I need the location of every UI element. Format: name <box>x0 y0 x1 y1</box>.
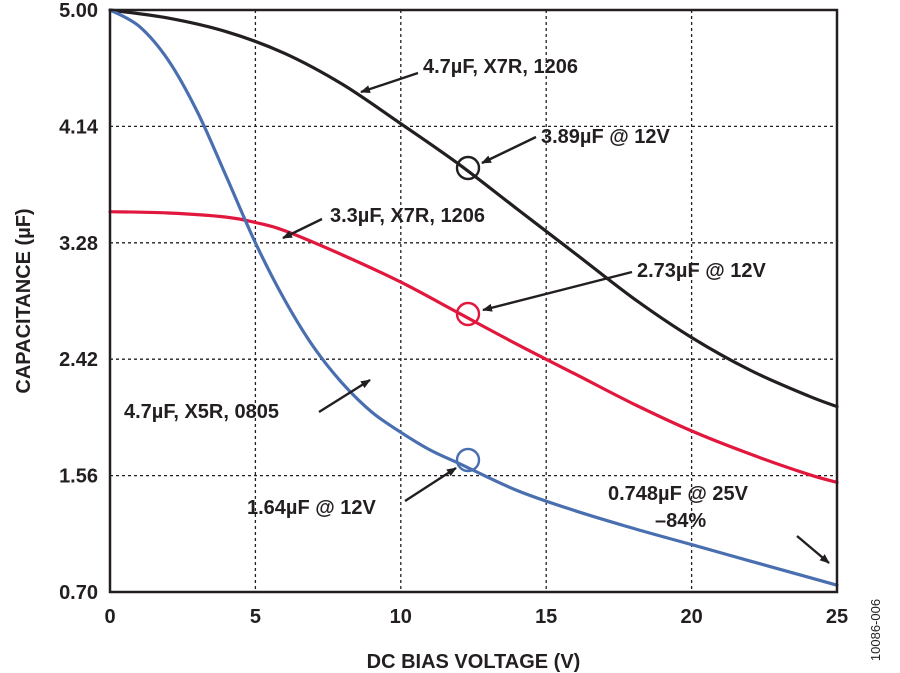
callout-markers <box>455 155 481 473</box>
callout-circle-black <box>455 155 481 181</box>
series-lines <box>108 8 839 587</box>
annotation-3-89uf-at-12v: 3.89µF @ 12V <box>541 126 671 148</box>
x-tick-label: 20 <box>680 606 702 628</box>
y-tick-label: 2.42 <box>59 349 98 371</box>
y-tick-label: 1.56 <box>59 466 98 488</box>
arrow-to-blue-circle <box>404 466 457 503</box>
arrow-to-end-point <box>796 535 830 564</box>
series-label-3-3uf-x7r-1206: 3.3µF, X7R, 1206 <box>330 205 485 227</box>
x-tick-label: 5 <box>250 606 261 628</box>
x-tick-label: 0 <box>104 606 115 628</box>
callout-circle-blue <box>455 447 481 473</box>
y-tick-labels: 0.70 1.56 2.42 3.28 4.14 5.00 <box>59 0 99 604</box>
x-tick-label: 15 <box>535 606 557 628</box>
grid-lines <box>110 10 837 592</box>
annotation-1-64uf-at-12v: 1.64µF @ 12V <box>247 497 377 519</box>
y-tick-label: 4.14 <box>59 116 99 138</box>
callout-arrows <box>282 71 830 564</box>
arrow-to-black-circle <box>481 135 537 165</box>
arrow-to-red-curve <box>282 217 323 240</box>
series-label-4-7uf-x5r-0805: 4.7µF, X5R, 0805 <box>124 401 279 423</box>
series-label-4-7uf-x7r-1206: 4.7µF, X7R, 1206 <box>423 56 578 78</box>
annotation-0-748uf-at-25v: 0.748µF @ 25V <box>608 483 749 505</box>
series-line-4-7uf-x7r-1206 <box>108 8 839 409</box>
y-axis-title: CAPACITANCE (µF) <box>13 208 35 393</box>
y-tick-label: 5.00 <box>59 0 98 22</box>
y-tick-label: 3.28 <box>59 233 98 255</box>
annotation-minus-84-percent: –84% <box>655 510 706 532</box>
plot-frame <box>108 8 839 594</box>
arrow-to-black-curve <box>360 71 419 94</box>
x-tick-labels: 0 5 10 15 20 25 <box>104 606 848 628</box>
callout-circle-red <box>455 301 481 327</box>
x-axis-title: DC BIAS VOLTAGE (V) <box>367 651 581 673</box>
series-line-3-3uf-x7r-1206 <box>108 210 839 484</box>
figure-id: 10086-006 <box>868 599 883 661</box>
arrow-to-blue-curve <box>318 378 371 414</box>
arrow-to-red-circle <box>482 270 633 312</box>
x-tick-label: 25 <box>826 606 848 628</box>
series-line-4-7uf-x5r-0805 <box>108 8 839 587</box>
annotation-2-73uf-at-12v: 2.73µF @ 12V <box>637 260 767 282</box>
y-tick-label: 0.70 <box>59 582 98 604</box>
x-tick-label: 10 <box>390 606 412 628</box>
